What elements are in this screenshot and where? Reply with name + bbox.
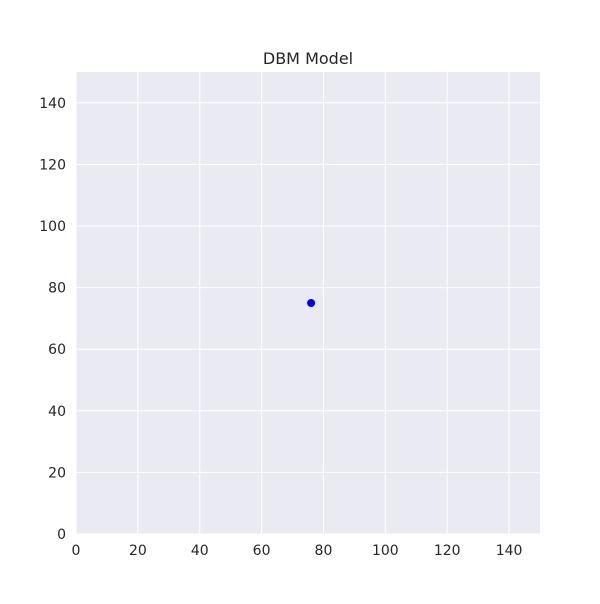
x-tick-label: 80 (315, 543, 333, 559)
x-tick-label: 60 (253, 543, 271, 559)
y-tick-label: 100 (39, 219, 66, 235)
x-axis-ticks: 0 20 40 60 80 100 120 140 (72, 543, 523, 559)
data-point (307, 299, 316, 307)
y-tick-label: 40 (48, 404, 66, 420)
x-tick-label: 100 (372, 543, 399, 559)
data-points (307, 299, 316, 307)
y-tick-label: 120 (39, 157, 66, 173)
x-tick-label: 120 (434, 543, 461, 559)
y-tick-label: 60 (48, 342, 66, 358)
y-tick-label: 0 (57, 527, 66, 543)
x-tick-label: 20 (129, 543, 147, 559)
grid-lines (75, 72, 540, 535)
y-axis-ticks: 0 20 40 60 80 100 120 140 (39, 96, 66, 543)
x-tick-label: 140 (496, 543, 523, 559)
y-tick-label: 20 (48, 465, 66, 481)
y-tick-label: 80 (48, 281, 66, 297)
x-tick-label: 0 (72, 543, 81, 559)
y-tick-label: 140 (39, 96, 66, 112)
x-tick-label: 40 (191, 543, 209, 559)
chart-title: DBM Model (263, 49, 353, 68)
